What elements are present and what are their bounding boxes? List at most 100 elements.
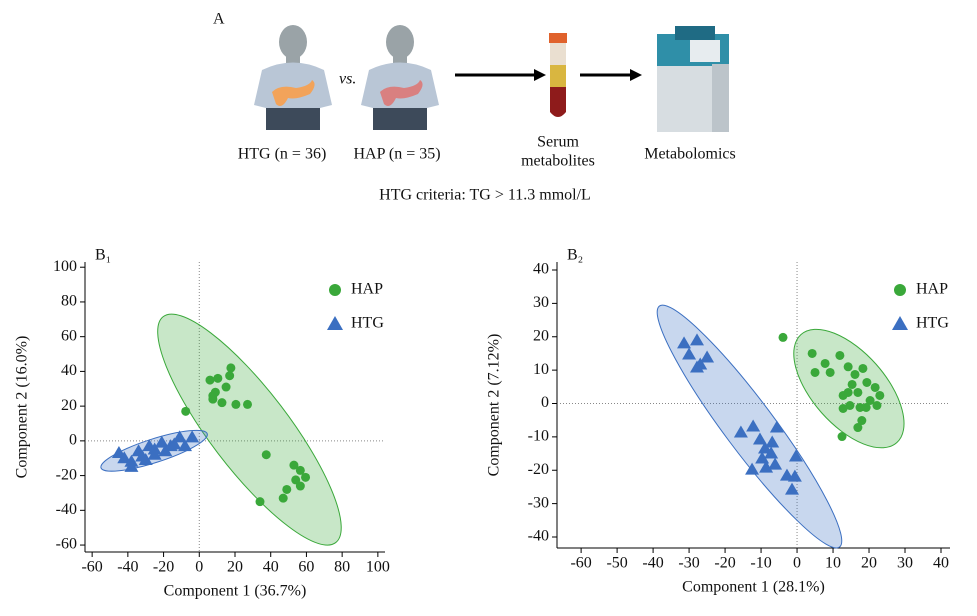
point <box>853 423 863 433</box>
point <box>205 375 215 385</box>
legend-label: HAP <box>916 281 948 298</box>
x-tick-label: -40 <box>117 559 138 576</box>
x-tick-label: -50 <box>606 555 627 572</box>
panel-label: B₂ <box>567 247 583 264</box>
legend-marker <box>892 316 908 330</box>
legend-marker <box>327 316 343 330</box>
point <box>682 347 697 360</box>
point <box>764 446 779 459</box>
point <box>243 399 252 409</box>
point <box>210 387 220 397</box>
y-tick-label: -10 <box>528 428 549 445</box>
point <box>768 457 783 470</box>
scatter-chart: -60 -40 -20 0 20 40 60 80 100 -60 -40 -20 0 20 40 60 80 1… <box>14 247 390 600</box>
y-tick-label: 60 <box>61 327 77 344</box>
point <box>820 358 830 368</box>
legend-label: HAP <box>351 281 383 298</box>
point <box>255 497 265 507</box>
point <box>217 398 227 408</box>
point <box>769 420 784 433</box>
y-tick-label: 20 <box>533 327 549 344</box>
x-tick-label: -30 <box>678 555 699 572</box>
y-tick-label: -60 <box>56 536 77 553</box>
point <box>689 333 704 346</box>
point <box>872 401 882 411</box>
x-tick-label: -60 <box>570 555 591 572</box>
point <box>837 432 847 442</box>
x-tick-label: 80 <box>334 559 350 576</box>
point <box>807 348 817 358</box>
x-tick-label: 40 <box>933 555 949 572</box>
point <box>733 425 748 438</box>
point <box>226 363 236 373</box>
y-tick-label: -20 <box>56 466 77 483</box>
point <box>825 367 835 377</box>
x-axis-title: Component 1 (36.7%) <box>164 583 307 600</box>
serum-tube <box>549 33 567 117</box>
panel-label: A <box>213 11 225 28</box>
x-tick-label: 100 <box>366 559 390 576</box>
point <box>231 399 241 409</box>
patient-icon <box>254 25 332 130</box>
mass-spectrometer <box>657 26 729 132</box>
x-tick-label: -20 <box>714 555 735 572</box>
y-tick-label: 30 <box>533 294 549 311</box>
x-tick-label: -10 <box>750 555 771 572</box>
point <box>862 377 872 387</box>
point <box>810 367 820 377</box>
legend-marker <box>894 284 906 296</box>
point <box>221 382 231 392</box>
x-tick-label: -60 <box>81 559 102 576</box>
point <box>677 336 692 349</box>
y-tick-label: 40 <box>61 362 77 379</box>
x-tick-label: 60 <box>298 559 314 576</box>
y-tick-label: -30 <box>528 494 549 511</box>
y-tick-label: 100 <box>53 258 77 275</box>
panel-label: B₁ <box>95 247 111 264</box>
point <box>261 450 271 460</box>
x-tick-label: 0 <box>195 559 203 576</box>
x-tick-label: 20 <box>227 559 243 576</box>
group-label: HTG (n = 36) <box>238 146 327 163</box>
y-tick-label: 0 <box>69 432 77 449</box>
x-tick-label: 40 <box>263 559 279 576</box>
x-tick-label: -20 <box>153 559 174 576</box>
point <box>301 472 311 482</box>
point <box>295 481 305 491</box>
point <box>857 416 867 426</box>
point <box>700 350 715 363</box>
point <box>289 460 299 470</box>
point <box>865 395 875 405</box>
y-tick-label: 10 <box>533 361 549 378</box>
y-tick-label: -40 <box>56 501 77 518</box>
y-tick-label: -20 <box>528 461 549 478</box>
point <box>208 394 218 404</box>
point <box>745 462 760 475</box>
method-label: Metabolomics <box>644 146 736 163</box>
group-label: HAP (n = 35) <box>353 146 440 163</box>
point <box>167 437 182 450</box>
y-tick-label: 40 <box>533 261 549 278</box>
y-tick-label: 80 <box>61 293 77 310</box>
sample-label: metabolites <box>521 153 595 170</box>
point <box>758 441 773 454</box>
point <box>117 451 132 464</box>
x-tick-label: 0 <box>793 555 801 572</box>
point <box>213 373 223 383</box>
point <box>835 350 845 360</box>
point <box>172 430 187 443</box>
legend-label: HTG <box>916 315 949 332</box>
x-tick-label: 30 <box>897 555 913 572</box>
point <box>181 406 191 416</box>
point <box>278 493 288 503</box>
point <box>861 403 871 413</box>
point <box>755 451 770 464</box>
y-tick-label: 0 <box>541 394 549 411</box>
point <box>295 465 305 475</box>
point <box>752 432 767 445</box>
legend-label: HTG <box>351 315 384 332</box>
legend-marker <box>329 284 341 296</box>
point <box>185 430 200 443</box>
point <box>788 449 803 462</box>
